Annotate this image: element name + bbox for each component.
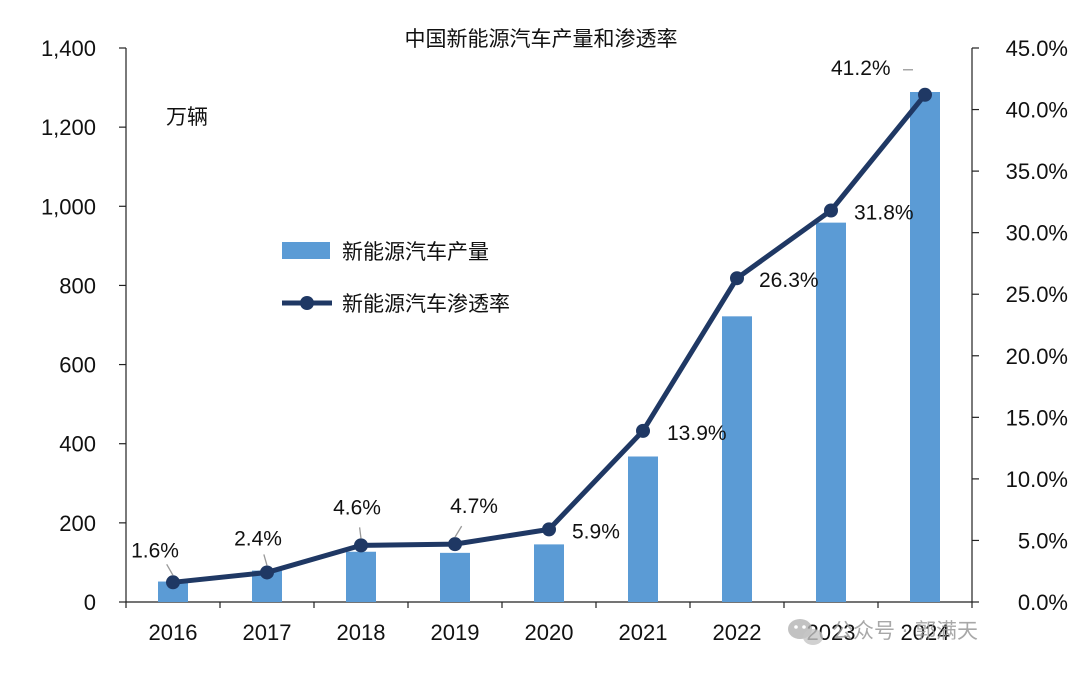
point-2021: [636, 423, 650, 438]
data-label-2022: 26.3%: [759, 269, 819, 292]
leader-line: [166, 563, 174, 576]
legend-line-marker: [300, 296, 314, 310]
x-tick-label: 2017: [243, 620, 292, 645]
left-tick-label: 400: [59, 432, 96, 457]
legend-line-label: 新能源汽车渗透率: [342, 292, 510, 316]
legend: 新能源汽车产量 新能源汽车渗透率: [282, 240, 510, 316]
legend-bar-swatch: [282, 242, 330, 259]
point-2016: [166, 575, 180, 590]
left-tick-label: 0: [84, 590, 96, 615]
right-tick-label: 40.0%: [1006, 98, 1068, 123]
penetration-line: [170, 92, 928, 585]
left-tick-label: 200: [59, 511, 96, 536]
data-label-2021: 13.9%: [667, 422, 727, 445]
x-tick-label: 2022: [713, 620, 762, 645]
unit-label: 万辆: [166, 105, 208, 129]
bar-2019: [440, 552, 470, 602]
right-tick-label: 10.0%: [1006, 467, 1068, 492]
data-label-2016: 1.6%: [131, 539, 179, 562]
right-tick-label: 30.0%: [1006, 221, 1068, 246]
bar-2020: [534, 544, 564, 602]
right-tick-label: 20.0%: [1006, 344, 1068, 369]
legend-bar-label: 新能源汽车产量: [342, 240, 489, 264]
data-label-2020: 5.9%: [572, 520, 620, 543]
right-tick-label: 45.0%: [1006, 36, 1068, 61]
left-tick-label: 1,400: [41, 36, 96, 61]
right-tick-label: 5.0%: [1018, 528, 1068, 553]
right-tick-label: 15.0%: [1006, 405, 1068, 430]
watermark: 公众号 · 郭满天: [788, 619, 978, 645]
line-series: [166, 87, 932, 590]
right-tick-label: 0.0%: [1018, 590, 1068, 615]
data-label-2017: 2.4%: [234, 527, 282, 550]
left-tick-label: 800: [59, 273, 96, 298]
watermark-text: 公众号 · 郭满天: [832, 619, 978, 643]
data-label-2018: 4.6%: [333, 496, 381, 519]
point-2017: [260, 565, 274, 580]
x-tick-label: 2020: [525, 620, 574, 645]
point-2019: [448, 537, 462, 552]
left-tick-label: 1,200: [41, 115, 96, 140]
bar-2023: [816, 222, 846, 602]
right-tick-label: 35.0%: [1006, 159, 1068, 184]
bar-2022: [722, 316, 752, 602]
x-tick-label: 2016: [149, 620, 198, 645]
data-label-2024: 41.2%: [831, 57, 891, 80]
data-label-2019: 4.7%: [450, 495, 498, 518]
leader-line: [263, 554, 268, 566]
point-2023: [824, 203, 838, 218]
bar-series: [158, 92, 940, 603]
data-labels: 1.6% 2.4% 4.6% 4.7% 5.9% 13.9% 26.3% 31.8% 41.2%: [131, 57, 914, 576]
left-tick-label: 1,000: [41, 194, 96, 219]
bar-2024: [910, 92, 940, 603]
bar-2018: [346, 551, 376, 602]
point-2024: [918, 87, 932, 102]
bar-2021: [628, 456, 658, 602]
leader-line: [358, 527, 362, 539]
x-tick-label: 2018: [337, 620, 386, 645]
x-tick-label: 2024: [901, 620, 950, 645]
point-2018: [354, 538, 368, 553]
point-2020: [542, 522, 556, 537]
point-2022: [730, 271, 744, 286]
left-tick-label: 600: [59, 353, 96, 378]
data-label-2023: 31.8%: [854, 202, 914, 225]
x-tick-label: 2021: [619, 620, 668, 645]
chart-title: 中国新能源汽车产量和渗透率: [405, 27, 678, 51]
x-tick-label: 2019: [431, 620, 480, 645]
leader-line: [454, 525, 463, 538]
bar-2016: [158, 581, 188, 602]
wechat-icon: [788, 619, 823, 645]
axes: 0 200 400 600 800 1,000 1,200 1,400 0.0% 5.0% 10.0…: [41, 36, 1068, 645]
right-tick-label: 25.0%: [1006, 282, 1068, 307]
